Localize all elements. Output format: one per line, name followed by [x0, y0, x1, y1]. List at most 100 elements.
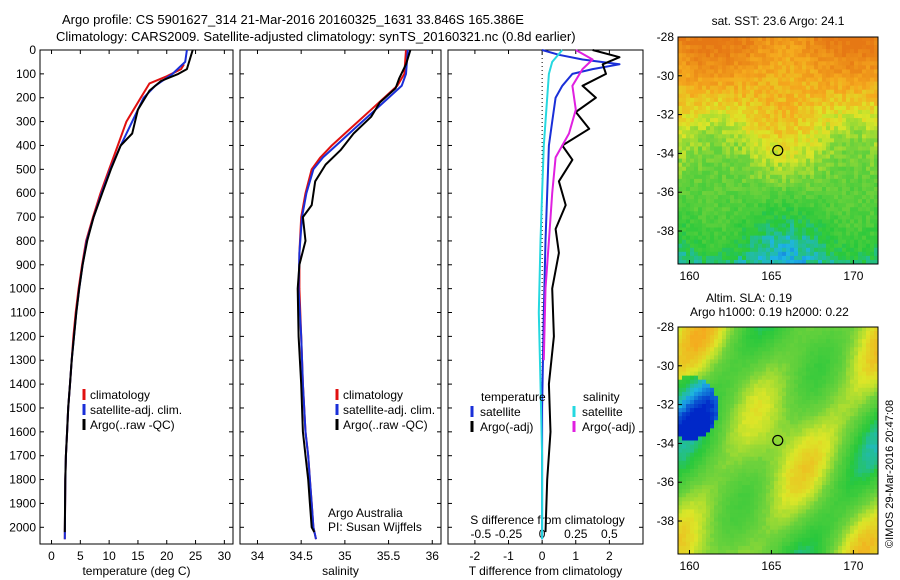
map-cell	[702, 347, 707, 352]
map-cell	[706, 182, 711, 188]
map-cell	[706, 387, 711, 393]
map-cell	[762, 105, 767, 111]
map-cell	[874, 371, 879, 377]
map-cell	[734, 215, 739, 220]
map-cell	[866, 105, 871, 111]
map-cell	[846, 93, 851, 99]
map-cell	[858, 178, 863, 184]
map-cell	[690, 239, 695, 245]
map-cell	[762, 424, 767, 429]
map-cell	[810, 331, 815, 336]
map-cell	[770, 440, 775, 446]
map-cell	[838, 448, 843, 454]
map-cell	[738, 114, 743, 119]
map-cell	[694, 408, 699, 413]
map-cell	[806, 138, 811, 143]
map-cell	[742, 191, 747, 196]
map-cell	[706, 170, 711, 176]
map-cell	[718, 468, 723, 474]
x-axis-label: T difference from climatology	[469, 564, 623, 578]
map-cell	[690, 114, 695, 119]
map-y-tick-label: -30	[657, 69, 675, 83]
map-cell	[802, 432, 807, 437]
map-cell	[682, 53, 687, 58]
map-cell	[726, 424, 731, 429]
map-cell	[822, 456, 827, 462]
map-cell	[722, 114, 727, 119]
map-cell	[790, 259, 795, 265]
map-cell	[774, 77, 779, 83]
map-cell	[678, 355, 683, 360]
map-cell	[814, 150, 819, 156]
map-cell	[806, 195, 811, 200]
map-cell	[706, 428, 711, 433]
map-cell	[758, 166, 763, 172]
map-cell	[814, 367, 819, 373]
map-cell	[750, 57, 755, 62]
map-cell	[682, 464, 687, 470]
map-cell	[854, 57, 859, 62]
map-cell	[774, 89, 779, 95]
map-cell	[838, 178, 843, 184]
map-cell	[722, 122, 727, 127]
map-cell	[806, 130, 811, 135]
map-cell	[798, 255, 803, 261]
map-cell	[826, 231, 831, 237]
map-cell	[790, 375, 795, 381]
map-cell	[758, 359, 763, 364]
map-cell	[686, 379, 691, 385]
map-cell	[786, 347, 791, 352]
map-cell	[862, 150, 867, 156]
map-cell	[842, 359, 847, 364]
map-cell	[830, 408, 835, 413]
map-cell	[754, 481, 759, 486]
map-cell	[802, 101, 807, 107]
map-cell	[830, 347, 835, 352]
map-cell	[806, 97, 811, 103]
map-cell	[838, 452, 843, 458]
map-cell	[678, 464, 683, 470]
map-cell	[722, 203, 727, 208]
map-cell	[862, 420, 867, 425]
map-cell	[714, 452, 719, 458]
map-cell	[794, 347, 799, 352]
map-cell	[738, 162, 743, 168]
map-cell	[754, 215, 759, 220]
map-cell	[770, 387, 775, 393]
map-cell	[854, 65, 859, 70]
map-cell	[762, 412, 767, 417]
map-cell	[846, 476, 851, 482]
map-cell	[714, 231, 719, 237]
map-cell	[694, 383, 699, 389]
map-cell	[830, 37, 835, 42]
map-cell	[698, 215, 703, 220]
map-cell	[714, 126, 719, 131]
map-cell	[738, 331, 743, 336]
map-cell	[858, 247, 863, 253]
map-cell	[858, 195, 863, 200]
map-cell	[754, 178, 759, 184]
map-cell	[758, 412, 763, 417]
map-cell	[762, 343, 767, 348]
map-cell	[862, 223, 867, 229]
map-cell	[830, 126, 835, 131]
map-cell	[874, 191, 879, 196]
map-cell	[846, 371, 851, 377]
map-cell	[798, 85, 803, 91]
map-cell	[774, 174, 779, 180]
map-cell	[722, 404, 727, 409]
map-cell	[690, 432, 695, 437]
map-cell	[786, 432, 791, 437]
map-cell	[806, 191, 811, 196]
map-cell	[750, 146, 755, 151]
x-tick-label: 2	[606, 549, 613, 563]
map-cell	[734, 351, 739, 356]
map-cell	[698, 399, 703, 405]
map-cell	[750, 436, 755, 441]
map-cell	[850, 387, 855, 393]
map-cell	[734, 65, 739, 70]
map-cell	[874, 41, 879, 46]
map-cell	[798, 105, 803, 111]
map-cell	[734, 126, 739, 131]
map-cell	[686, 383, 691, 389]
